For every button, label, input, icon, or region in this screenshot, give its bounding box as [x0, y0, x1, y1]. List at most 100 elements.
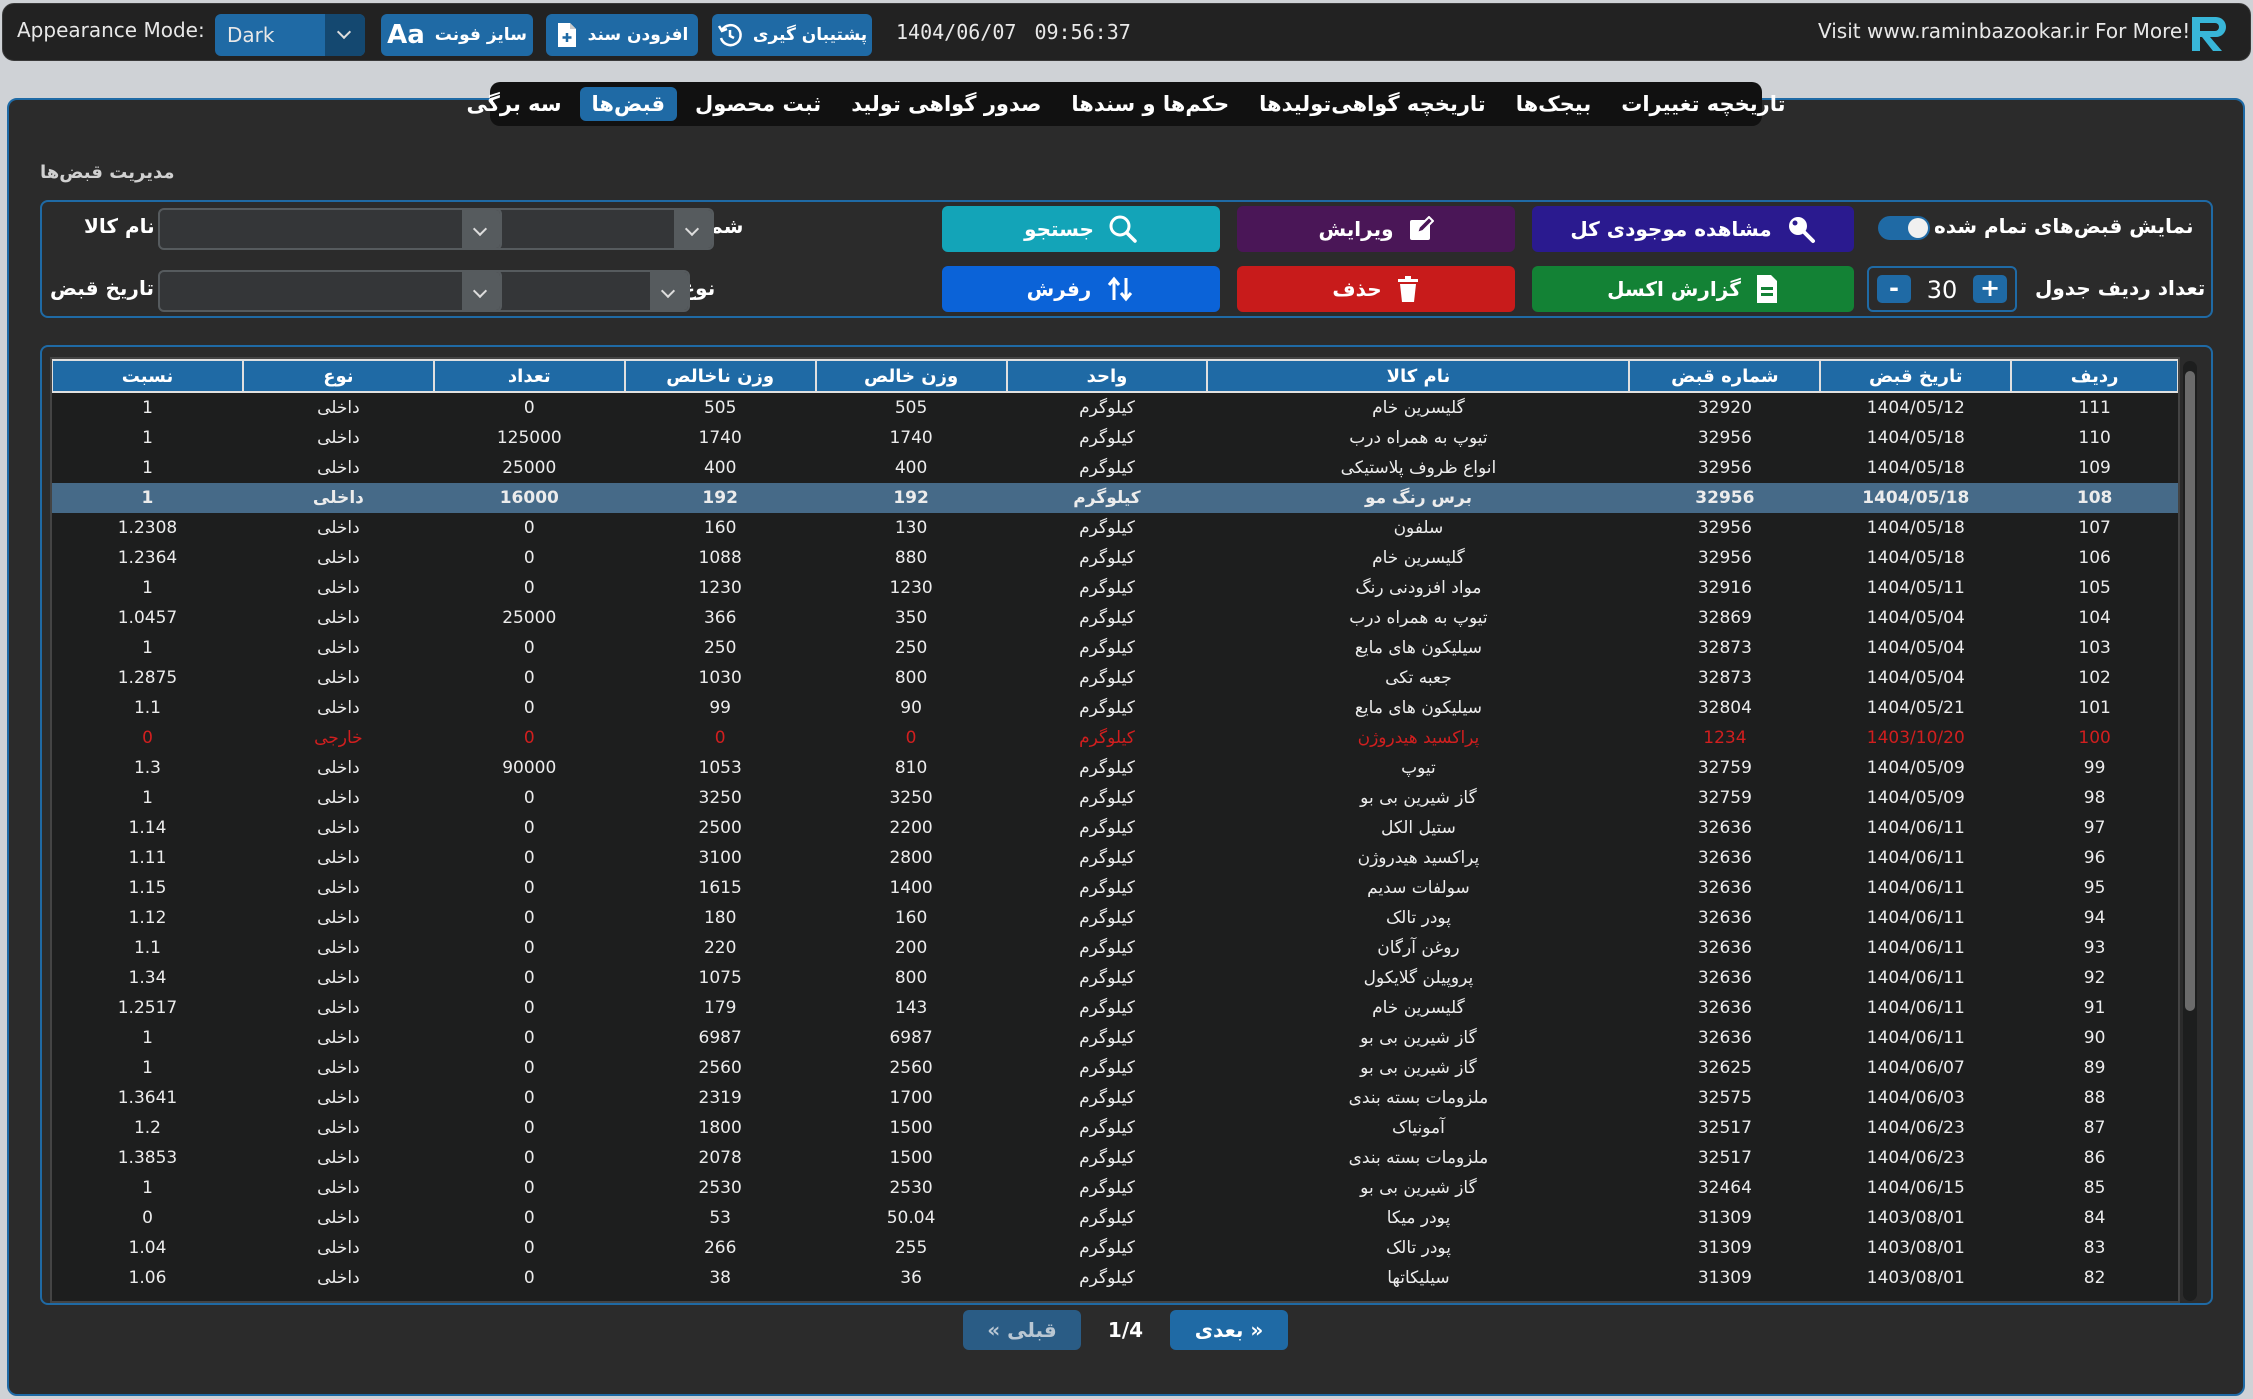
search-button[interactable]: جستجو: [942, 206, 1220, 252]
chevron-down-icon: [650, 272, 688, 310]
table-row[interactable]: 97 1404/06/11 32636 ستیل الکل کیلوگرم 2200 250…: [52, 813, 2178, 843]
tab-orders-documents[interactable]: حکم‌ها و سندها: [1071, 92, 1230, 116]
table-cell: 85: [2083, 1178, 2106, 1198]
appearance-mode-select[interactable]: Dark: [215, 14, 365, 56]
receipt-date-combo[interactable]: [158, 270, 502, 312]
table-row[interactable]: 101 1404/05/21 32804 سیلیکون های مایع کیلوگر…: [52, 693, 2178, 723]
tab-register-product[interactable]: ثبت محصول: [694, 92, 822, 116]
table-cell: داخلی: [317, 518, 360, 538]
column-header[interactable]: تعداد: [433, 359, 625, 393]
increment-button[interactable]: +: [1973, 275, 2007, 303]
row-count-stepper[interactable]: - 30 +: [1867, 266, 2017, 312]
table-row[interactable]: 94 1404/06/11 32636 پودر تالک کیلوگرم 160 180 0…: [52, 903, 2178, 933]
scrollbar-thumb[interactable]: [2185, 371, 2195, 1011]
table-row[interactable]: 96 1404/06/11 32636 پراکسید هیدروژن کیلوگرم 2…: [52, 843, 2178, 873]
table-cell: داخلی: [317, 878, 360, 898]
excel-report-button[interactable]: گزارش اکسل: [1532, 266, 1854, 312]
table-row[interactable]: 93 1404/06/11 32636 روغن آرگان کیلوگرم 200 220…: [52, 933, 2178, 963]
column-header[interactable]: نوع: [242, 359, 434, 393]
tab-receipts[interactable]: قبض‌ها: [579, 87, 677, 121]
table-cell: 6987: [889, 1028, 933, 1048]
table-row[interactable]: 98 1404/05/09 32759 گاز شیرین بی بو کیلوگرم 3…: [52, 783, 2178, 813]
column-header[interactable]: واحد: [1006, 359, 1208, 393]
view-total-stock-button[interactable]: مشاهده موجودی کل: [1532, 206, 1854, 252]
table-row[interactable]: 100 1403/10/20 1234 پراکسید هیدروژن کیلوگرم 0…: [52, 723, 2178, 753]
delete-button[interactable]: حذف: [1237, 266, 1515, 312]
table-cell: کیلوگرم: [1079, 608, 1135, 628]
table-row[interactable]: 83 1403/08/01 31309 پودر تالک کیلوگرم 255 266 0…: [52, 1233, 2178, 1263]
table-row[interactable]: 91 1404/06/11 32636 گلیسرین خام کیلوگرم 143 17…: [52, 993, 2178, 1023]
next-page-button[interactable]: « بعدی: [1170, 1310, 1288, 1350]
table-cell: 105: [2078, 578, 2111, 598]
table-cell: 1.0457: [117, 608, 178, 628]
column-header[interactable]: نسبت: [52, 359, 243, 393]
table-cell: 99: [2083, 758, 2106, 778]
column-header[interactable]: وزن خالص: [815, 359, 1007, 393]
table-cell: جعبه تکی: [1385, 668, 1452, 688]
column-header[interactable]: شماره قبض: [1629, 359, 1821, 393]
table-row[interactable]: 106 1404/05/18 32956 گلیسرین خام کیلوگرم 880 1…: [52, 543, 2178, 573]
add-document-button[interactable]: افزودن سند: [546, 14, 698, 56]
page-indicator: 1/4: [1107, 1318, 1144, 1342]
excel-report-label: گزارش اکسل: [1607, 277, 1741, 301]
table-row[interactable]: 88 1404/06/03 32575 ملزومات بسته بندی کیلوگر…: [52, 1083, 2178, 1113]
table-cell: 0: [714, 728, 726, 748]
table-row[interactable]: 103 1404/05/04 32873 سیلیکون های مایع کیلوگر…: [52, 633, 2178, 663]
table-cell: داخلی: [317, 668, 360, 688]
backup-button[interactable]: پشتیبان گیری: [712, 14, 872, 56]
tab-bar: تاریخچه تغییرات بیجک‌ها تاریخچه گواهی‌تو…: [466, 82, 1786, 126]
show-completed-toggle[interactable]: [1878, 216, 1930, 240]
table-cell: تیوپ به همراه درب: [1349, 428, 1488, 448]
table-row[interactable]: 89 1404/06/07 32625 گاز شیرین بی بو کیلوگرم 2…: [52, 1053, 2178, 1083]
table-cell: کیلوگرم: [1079, 848, 1135, 868]
table-row[interactable]: 84 1403/08/01 31309 پودر میکا کیلوگرم 50.04 53…: [52, 1203, 2178, 1233]
table-row[interactable]: 85 1404/06/15 32464 گاز شیرین بی بو کیلوگرم 2…: [52, 1173, 2178, 1203]
table-row[interactable]: 86 1404/06/23 32517 ملزومات بسته بندی کیلوگر…: [52, 1143, 2178, 1173]
table-cell: 1.2875: [117, 668, 178, 688]
column-header[interactable]: تاریخ قبض: [1820, 359, 2012, 393]
table-cell: 1404/05/11: [1866, 578, 1965, 598]
table-cell: 1404/05/09: [1866, 788, 1965, 808]
table-row[interactable]: 99 1404/05/09 32759 تیوپ کیلوگرم 810 1053 90000…: [52, 753, 2178, 783]
table-row[interactable]: 102 1404/05/04 32873 جعبه تکی کیلوگرم 800 1030…: [52, 663, 2178, 693]
table-row[interactable]: 82 1403/08/01 31309 سیلیکاتها کیلوگرم 36 38 0 دا…: [52, 1263, 2178, 1293]
visit-link[interactable]: Visit www.raminbazookar.ir For More!: [1818, 19, 2191, 43]
vertical-scrollbar[interactable]: [2183, 361, 2197, 1301]
table-cell: 1: [142, 428, 153, 448]
table-cell: داخلی: [317, 428, 360, 448]
table-row[interactable]: 107 1404/05/18 32956 سلفون کیلوگرم 130 160 0 داخ…: [52, 513, 2178, 543]
previous-page-button[interactable]: قبلی »: [963, 1310, 1081, 1350]
table-cell: 109: [2078, 458, 2111, 478]
table-row[interactable]: 105 1404/05/11 32916 مواد افزودنی رنگ کیلوگر…: [52, 573, 2178, 603]
tab-issue-certificate[interactable]: صدور گواهی تولید: [851, 92, 1042, 116]
table-row[interactable]: 108 1404/05/18 32956 برس رنگ مو کیلوگرم 192 19…: [52, 483, 2178, 513]
tab-three-sheet[interactable]: سه برگی: [466, 92, 562, 116]
column-header[interactable]: وزن ناخالص: [624, 359, 816, 393]
edit-label: ویرایش: [1318, 217, 1394, 241]
table-cell: 1404/05/18: [1820, 483, 2012, 513]
table-row[interactable]: 110 1404/05/18 32956 تیوپ به همراه درب کیلوگ…: [52, 423, 2178, 453]
table-row[interactable]: 90 1404/06/11 32636 گاز شیرین بی بو کیلوگرم 6…: [52, 1023, 2178, 1053]
table-cell: 1: [52, 483, 243, 513]
decrement-button[interactable]: -: [1877, 275, 1911, 303]
table-cell: 2319: [698, 1088, 742, 1108]
table-row[interactable]: 109 1404/05/18 32956 انواع ظروف پلاستیکی کیل…: [52, 453, 2178, 483]
font-size-button[interactable]: سایز فونت Aa: [381, 14, 533, 56]
table-row[interactable]: 104 1404/05/04 32869 تیوپ به همراه درب کیلوگ…: [52, 603, 2178, 633]
table-cell: 50.04: [886, 1208, 936, 1228]
table-row[interactable]: 95 1404/06/11 32636 سولفات سدیم کیلوگرم 1400 1…: [52, 873, 2178, 903]
item-name-combo[interactable]: [158, 208, 502, 250]
table-cell: 192: [624, 483, 816, 513]
refresh-button[interactable]: رفرش: [942, 266, 1220, 312]
table-row[interactable]: 92 1404/06/11 32636 پروپیلن گلایکول کیلوگرم 8…: [52, 963, 2178, 993]
tab-bijaks[interactable]: بیجک‌ها: [1515, 92, 1592, 116]
table-cell: 1.3: [133, 758, 161, 778]
column-header[interactable]: ردیف: [2011, 359, 2178, 393]
table-cell: 1404/06/23: [1866, 1118, 1965, 1138]
tab-certificate-history[interactable]: تاریخچه گواهی‌تولیدها: [1259, 92, 1486, 116]
tab-change-history[interactable]: تاریخچه تغییرات: [1621, 92, 1786, 116]
edit-button[interactable]: ویرایش: [1237, 206, 1515, 252]
table-row[interactable]: 111 1404/05/12 32920 گلیسرین خام کیلوگرم 505 5…: [52, 393, 2178, 423]
table-row[interactable]: 87 1404/06/23 32517 آمونیاک کیلوگرم 1500 1800 0…: [52, 1113, 2178, 1143]
column-header[interactable]: نام کالا: [1207, 359, 1630, 393]
